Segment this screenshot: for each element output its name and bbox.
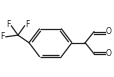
Text: F: F xyxy=(0,32,5,41)
Text: O: O xyxy=(104,27,110,36)
Text: F: F xyxy=(25,20,29,29)
Text: O: O xyxy=(104,49,110,58)
Text: F: F xyxy=(6,20,11,29)
